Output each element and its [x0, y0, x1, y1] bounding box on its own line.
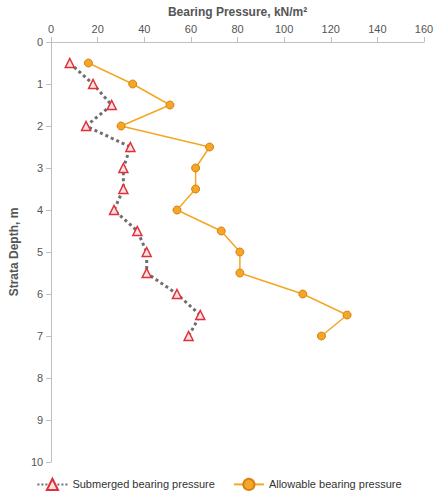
svg-text:5: 5 — [37, 246, 43, 258]
svg-text:10: 10 — [31, 456, 43, 468]
svg-text:20: 20 — [92, 23, 104, 35]
svg-text:120: 120 — [322, 23, 340, 35]
svg-text:1: 1 — [37, 78, 43, 90]
svg-text:80: 80 — [231, 23, 243, 35]
svg-text:9: 9 — [37, 414, 43, 426]
svg-text:8: 8 — [37, 372, 43, 384]
svg-text:100: 100 — [275, 23, 293, 35]
svg-text:0: 0 — [48, 23, 54, 35]
svg-text:Bearing Pressure, kN/m²: Bearing Pressure, kN/m² — [168, 5, 307, 19]
svg-text:40: 40 — [138, 23, 150, 35]
svg-text:160: 160 — [415, 23, 433, 35]
svg-text:2: 2 — [37, 120, 43, 132]
svg-text:7: 7 — [37, 330, 43, 342]
svg-text:60: 60 — [185, 23, 197, 35]
svg-text:Strata Depth, m: Strata Depth, m — [7, 208, 21, 297]
svg-text:140: 140 — [368, 23, 386, 35]
svg-text:6: 6 — [37, 288, 43, 300]
svg-text:0: 0 — [37, 36, 43, 48]
svg-text:4: 4 — [37, 204, 43, 216]
svg-text:3: 3 — [37, 162, 43, 174]
svg-text:Submerged bearing pressure: Submerged bearing pressure — [72, 478, 214, 490]
svg-text:Allowable bearing pressure: Allowable bearing pressure — [269, 478, 402, 490]
